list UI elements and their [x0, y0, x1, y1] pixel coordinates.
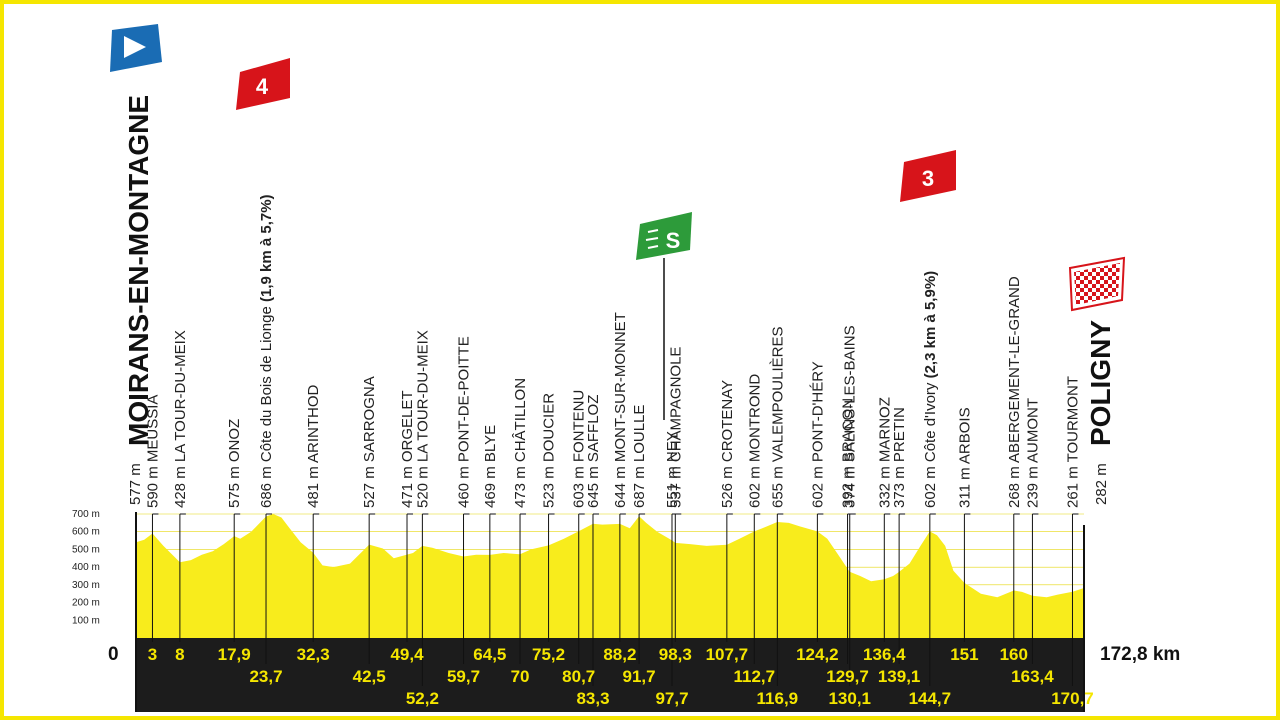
- km-label: 160: [1000, 645, 1028, 664]
- waypoint-label: 481 m ARINTHOD: [305, 384, 322, 508]
- waypoint-label: 527 m SARROGNA: [361, 376, 378, 508]
- finish-town-name: POLIGNY: [1085, 320, 1116, 446]
- waypoint-label: 373 m PRETIN: [891, 407, 908, 508]
- waypoint-label: 686 m Côte du Bois de Lionge (1,9 km à 5…: [258, 194, 275, 508]
- km-label: 49,4: [390, 645, 424, 664]
- km-label: 151: [950, 645, 978, 664]
- km-label: 17,9: [218, 645, 251, 664]
- km-label: 129,7: [826, 667, 869, 686]
- elevation-profile-area: [136, 514, 1084, 638]
- waypoint-label: 520 m LA TOUR-DU-MEIX: [414, 330, 431, 508]
- waypoint-label: 590 m MEUSSIA: [144, 395, 161, 508]
- waypoint-label: 428 m LA TOUR-DU-MEIX: [172, 330, 189, 508]
- km-labels: 3 8 17,9 23,7 32,3 42,549,4 52,2 59,7 64,5 7075,2…: [148, 645, 1094, 708]
- climb-cat3-icon: 3: [900, 150, 956, 202]
- km-label: 139,1: [878, 667, 921, 686]
- start-town-name: MOIRANS-EN-MONTAGNE: [123, 95, 154, 446]
- svg-text:S: S: [666, 228, 681, 253]
- waypoint-label: 603 m FONTENU: [571, 390, 588, 508]
- km-label: 97,7: [655, 689, 688, 708]
- km-label: 112,7: [733, 667, 775, 686]
- climb-cat4-icon: 4: [236, 58, 290, 110]
- waypoint-label: 602 m MONTROND: [746, 374, 763, 508]
- waypoint-label: 644 m MONT-SUR-MONNET: [612, 312, 629, 508]
- y-tick-label: 700 m: [72, 509, 100, 520]
- y-tick-label: 200 m: [72, 598, 100, 609]
- km-label: 80,7: [562, 667, 595, 686]
- km-label: 124,2: [796, 645, 839, 664]
- total-distance: 172,8 km: [1100, 644, 1180, 665]
- waypoint-label: 473 m CHÂTILLON: [512, 378, 529, 508]
- km-label: 91,7: [623, 667, 656, 686]
- km-label: 88,2: [603, 645, 636, 664]
- km-label: 107,7: [706, 645, 749, 664]
- y-tick-label: 500 m: [72, 544, 100, 555]
- waypoint-label: 523 m DOUCIER: [541, 393, 558, 508]
- km-label: 144,7: [909, 689, 952, 708]
- waypoint-label: 261 m TOURMONT: [1064, 376, 1081, 508]
- waypoint-label: 471 m ORGELET: [399, 390, 416, 508]
- y-tick-label: 300 m: [72, 580, 100, 591]
- km-label: 52,2: [406, 689, 439, 708]
- waypoint-label: 392 m BRACON: [840, 398, 857, 508]
- waypoint-labels: 590 m MEUSSIA 428 m LA TOUR-DU-MEIX 575 m …: [144, 194, 1081, 508]
- y-tick-label: 100 m: [72, 615, 100, 626]
- km-label: 70: [511, 667, 530, 686]
- waypoint-label: 602 m PONT-D'HÉRY: [809, 361, 826, 508]
- svg-text:4: 4: [256, 74, 269, 99]
- km-label: 64,5: [473, 645, 506, 664]
- waypoint-label: 537 m CHAMPAGNOLE: [667, 347, 684, 508]
- km-label: 59,7: [447, 667, 480, 686]
- waypoint-lines: [151, 513, 1079, 686]
- waypoint-label: 551 m NEY: [664, 431, 681, 508]
- start-flag-icon: [110, 24, 162, 72]
- km-label: 83,3: [576, 689, 609, 708]
- km-label: 130,1: [828, 689, 871, 708]
- km-label: 75,2: [532, 645, 565, 664]
- waypoint-label: 469 m BLYE: [482, 425, 499, 508]
- waypoint-label: 460 m PONT-DE-POITTE: [456, 336, 473, 508]
- finish-elevation: 282 m: [1093, 463, 1110, 505]
- km-label: 23,7: [249, 667, 282, 686]
- waypoint-label: 645 m SAFFLOZ: [585, 395, 602, 508]
- km-label: 136,4: [863, 645, 906, 664]
- start-elevation: 577 m: [127, 463, 144, 505]
- waypoint-label: 239 m AUMONT: [1024, 398, 1041, 508]
- waypoint-label: 311 m ARBOIS: [956, 407, 973, 508]
- km-label: 42,5: [353, 667, 386, 686]
- km-label: 3: [148, 645, 157, 664]
- waypoint-label: 374 m SALINS-LES-BAINS: [842, 325, 859, 508]
- sprint-badge-icon: S: [636, 212, 692, 260]
- km-label: 8: [175, 645, 184, 664]
- svg-text:3: 3: [922, 166, 934, 191]
- waypoint-label: 602 m Côte d'Ivory (2,3 km à 5,9%): [922, 271, 939, 508]
- y-axis-ticks: 100 m 200 m 300 m 400 m 500 m 600 m 700 m: [72, 509, 100, 626]
- km-label: 98,3: [659, 645, 692, 664]
- km-label: 163,4: [1011, 667, 1054, 686]
- km-label: 170,7: [1051, 689, 1094, 708]
- km-label: 116,9: [757, 689, 799, 708]
- waypoint-label: 268 m ABERGEMENT-LE-GRAND: [1006, 276, 1023, 508]
- y-tick-label: 400 m: [72, 562, 100, 573]
- y-tick-label: 600 m: [72, 527, 100, 538]
- waypoint-label: 332 m MARNOZ: [876, 397, 893, 508]
- waypoint-label: 526 m CROTENAY: [719, 380, 736, 508]
- km-band: [136, 638, 1084, 712]
- waypoint-label: 575 m ONOZ: [226, 419, 243, 508]
- waypoint-label: 655 m VALEMPOULIÈRES: [769, 327, 786, 508]
- finish-flag-icon: [1068, 256, 1126, 312]
- km-label: 32,3: [297, 645, 330, 664]
- waypoint-label: 687 m LOULLE: [631, 405, 648, 508]
- km-start: 0: [108, 644, 119, 665]
